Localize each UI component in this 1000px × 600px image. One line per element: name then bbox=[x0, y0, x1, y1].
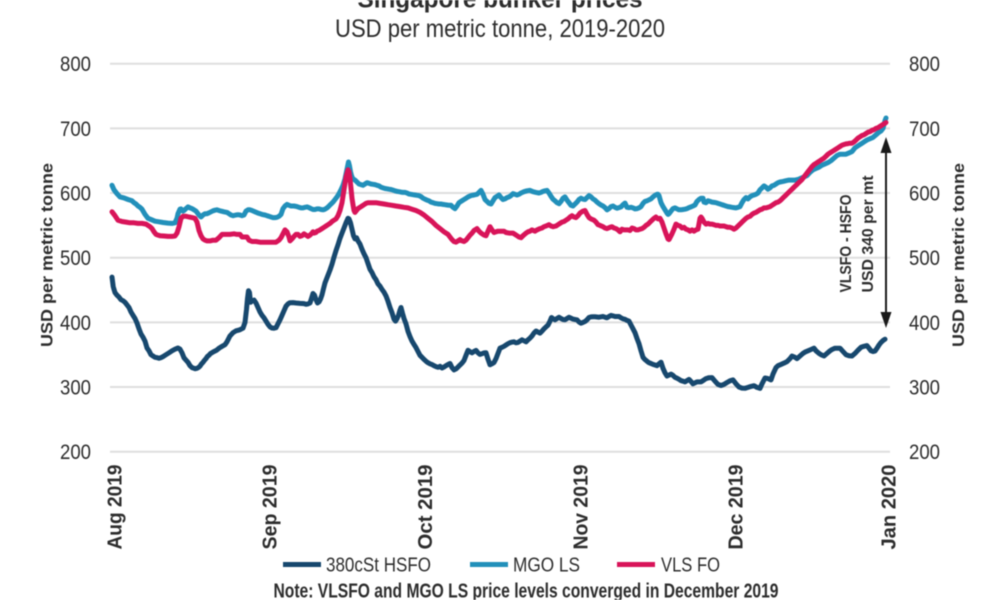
svg-text:700: 700 bbox=[909, 118, 940, 141]
svg-text:Dec 2019: Dec 2019 bbox=[726, 465, 748, 550]
svg-text:600: 600 bbox=[909, 182, 940, 205]
svg-text:USD 340 per mt: USD 340 per mt bbox=[860, 175, 877, 293]
svg-text:Singapore bunker prices: Singapore bunker prices bbox=[358, 0, 643, 14]
svg-text:Nov 2019: Nov 2019 bbox=[571, 465, 593, 550]
svg-text:Sep 2019: Sep 2019 bbox=[259, 465, 281, 550]
svg-text:200: 200 bbox=[60, 441, 91, 464]
svg-text:200: 200 bbox=[909, 441, 940, 464]
svg-text:VLSFO - HSFO: VLSFO - HSFO bbox=[838, 195, 855, 293]
svg-text:VLS FO: VLS FO bbox=[661, 555, 720, 577]
svg-text:500: 500 bbox=[60, 247, 91, 270]
svg-text:380cSt HSFO: 380cSt HSFO bbox=[326, 555, 431, 577]
svg-text:500: 500 bbox=[909, 247, 940, 270]
svg-text:Oct 2019: Oct 2019 bbox=[415, 465, 437, 550]
svg-text:600: 600 bbox=[60, 182, 91, 205]
svg-text:400: 400 bbox=[60, 312, 91, 335]
svg-text:USD per metric tonne: USD per metric tonne bbox=[949, 163, 968, 347]
svg-text:MGO LS: MGO LS bbox=[513, 555, 580, 577]
svg-text:Note: VLSFO and MGO LS price l: Note: VLSFO and MGO LS price levels conv… bbox=[274, 580, 779, 600]
svg-text:300: 300 bbox=[909, 376, 940, 399]
svg-text:USD per metric tonne: USD per metric tonne bbox=[38, 163, 57, 347]
svg-text:Jan 2020: Jan 2020 bbox=[879, 465, 901, 550]
svg-text:800: 800 bbox=[60, 53, 91, 76]
svg-text:700: 700 bbox=[60, 118, 91, 141]
svg-text:300: 300 bbox=[60, 376, 91, 399]
svg-text:Aug 2019: Aug 2019 bbox=[105, 465, 127, 550]
svg-text:USD per metric tonne, 2019-202: USD per metric tonne, 2019-2020 bbox=[335, 15, 665, 43]
svg-text:800: 800 bbox=[909, 53, 940, 76]
svg-text:400: 400 bbox=[909, 312, 940, 335]
